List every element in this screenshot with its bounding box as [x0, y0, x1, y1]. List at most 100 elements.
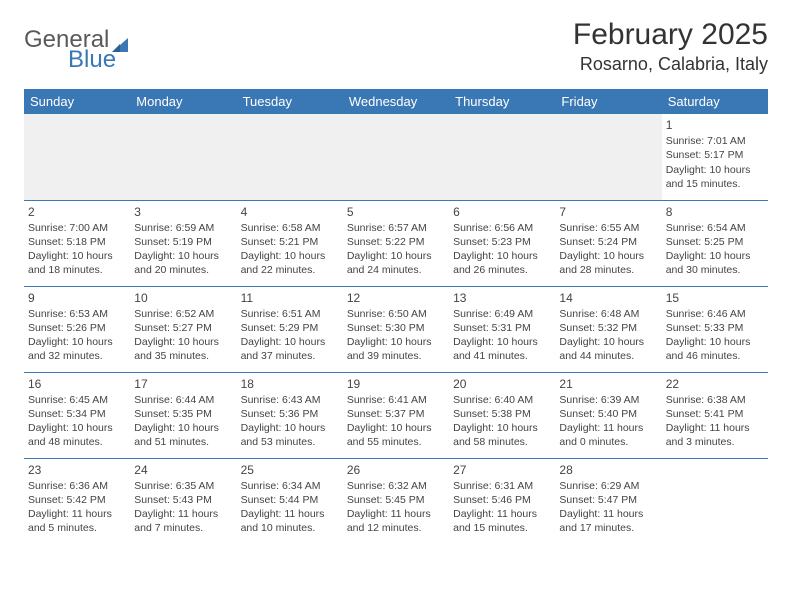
calendar-cell: 16Sunrise: 6:45 AMSunset: 5:34 PMDayligh…	[24, 372, 130, 458]
calendar-cell	[343, 114, 449, 200]
calendar-cell: 6Sunrise: 6:56 AMSunset: 5:23 PMDaylight…	[449, 200, 555, 286]
daylight-text: Daylight: 10 hours and 37 minutes.	[241, 335, 339, 363]
calendar-cell	[662, 458, 768, 544]
daylight-text: Daylight: 10 hours and 39 minutes.	[347, 335, 445, 363]
calendar-cell: 2Sunrise: 7:00 AMSunset: 5:18 PMDaylight…	[24, 200, 130, 286]
calendar-body: 1Sunrise: 7:01 AMSunset: 5:17 PMDaylight…	[24, 114, 768, 544]
calendar-cell	[237, 114, 343, 200]
sunrise-text: Sunrise: 6:44 AM	[134, 393, 232, 407]
sunset-text: Sunset: 5:25 PM	[666, 235, 764, 249]
day-number: 26	[347, 462, 445, 478]
sunrise-text: Sunrise: 6:29 AM	[559, 479, 657, 493]
sunset-text: Sunset: 5:21 PM	[241, 235, 339, 249]
daylight-text: Daylight: 10 hours and 46 minutes.	[666, 335, 764, 363]
calendar-cell: 18Sunrise: 6:43 AMSunset: 5:36 PMDayligh…	[237, 372, 343, 458]
sunset-text: Sunset: 5:37 PM	[347, 407, 445, 421]
calendar-cell: 1Sunrise: 7:01 AMSunset: 5:17 PMDaylight…	[662, 114, 768, 200]
sunrise-text: Sunrise: 6:56 AM	[453, 221, 551, 235]
sunrise-text: Sunrise: 6:49 AM	[453, 307, 551, 321]
calendar-cell: 9Sunrise: 6:53 AMSunset: 5:26 PMDaylight…	[24, 286, 130, 372]
sunrise-text: Sunrise: 7:00 AM	[28, 221, 126, 235]
daylight-text: Daylight: 10 hours and 48 minutes.	[28, 421, 126, 449]
day-number: 4	[241, 204, 339, 220]
day-number: 15	[666, 290, 764, 306]
day-number: 16	[28, 376, 126, 392]
calendar-week-row: 2Sunrise: 7:00 AMSunset: 5:18 PM Daylight…	[24, 200, 768, 286]
calendar-table: Sunday Monday Tuesday Wednesday Thursday…	[24, 89, 768, 544]
day-number: 19	[347, 376, 445, 392]
calendar-cell: 3Sunrise: 6:59 AMSunset: 5:19 PMDaylight…	[130, 200, 236, 286]
daylight-text: Daylight: 10 hours and 28 minutes.	[559, 249, 657, 277]
sunrise-text: Sunrise: 6:34 AM	[241, 479, 339, 493]
day-number: 8	[666, 204, 764, 220]
day-number: 22	[666, 376, 764, 392]
daylight-text: Daylight: 10 hours and 32 minutes.	[28, 335, 126, 363]
day-number: 14	[559, 290, 657, 306]
calendar-cell: 21Sunrise: 6:39 AMSunset: 5:40 PMDayligh…	[555, 372, 661, 458]
day-number: 13	[453, 290, 551, 306]
daylight-text: Daylight: 10 hours and 26 minutes.	[453, 249, 551, 277]
sunset-text: Sunset: 5:23 PM	[453, 235, 551, 249]
daylight-text: Daylight: 11 hours and 10 minutes.	[241, 507, 339, 535]
calendar-cell: 4Sunrise: 6:58 AMSunset: 5:21 PMDaylight…	[237, 200, 343, 286]
sunrise-text: Sunrise: 6:51 AM	[241, 307, 339, 321]
sunrise-text: Sunrise: 6:36 AM	[28, 479, 126, 493]
calendar-cell: 17Sunrise: 6:44 AMSunset: 5:35 PMDayligh…	[130, 372, 236, 458]
sunset-text: Sunset: 5:42 PM	[28, 493, 126, 507]
sunset-text: Sunset: 5:47 PM	[559, 493, 657, 507]
sunset-text: Sunset: 5:44 PM	[241, 493, 339, 507]
sunrise-text: Sunrise: 6:32 AM	[347, 479, 445, 493]
day-number: 6	[453, 204, 551, 220]
sunset-text: Sunset: 5:29 PM	[241, 321, 339, 335]
daylight-text: Daylight: 10 hours and 15 minutes.	[666, 163, 764, 191]
sunrise-text: Sunrise: 6:45 AM	[28, 393, 126, 407]
sunset-text: Sunset: 5:41 PM	[666, 407, 764, 421]
calendar-cell: 15Sunrise: 6:46 AMSunset: 5:33 PMDayligh…	[662, 286, 768, 372]
calendar-cell: 13Sunrise: 6:49 AMSunset: 5:31 PMDayligh…	[449, 286, 555, 372]
sunrise-text: Sunrise: 6:43 AM	[241, 393, 339, 407]
calendar-cell: 19Sunrise: 6:41 AMSunset: 5:37 PMDayligh…	[343, 372, 449, 458]
daylight-text: Daylight: 10 hours and 35 minutes.	[134, 335, 232, 363]
daylight-text: Daylight: 11 hours and 7 minutes.	[134, 507, 232, 535]
calendar-cell: 14Sunrise: 6:48 AMSunset: 5:32 PMDayligh…	[555, 286, 661, 372]
daylight-text: Daylight: 11 hours and 3 minutes.	[666, 421, 764, 449]
calendar-cell: 12Sunrise: 6:50 AMSunset: 5:30 PMDayligh…	[343, 286, 449, 372]
sunset-text: Sunset: 5:17 PM	[666, 148, 764, 162]
sunrise-text: Sunrise: 6:48 AM	[559, 307, 657, 321]
sunrise-text: Sunrise: 6:53 AM	[28, 307, 126, 321]
calendar-cell	[555, 114, 661, 200]
sunrise-text: Sunrise: 6:46 AM	[666, 307, 764, 321]
logo: GeneralBlue	[24, 18, 130, 74]
daylight-text: Daylight: 10 hours and 22 minutes.	[241, 249, 339, 277]
sunset-text: Sunset: 5:19 PM	[134, 235, 232, 249]
daylight-text: Daylight: 10 hours and 20 minutes.	[134, 249, 232, 277]
calendar-week-row: 9Sunrise: 6:53 AMSunset: 5:26 PMDaylight…	[24, 286, 768, 372]
day-number: 18	[241, 376, 339, 392]
sunset-text: Sunset: 5:32 PM	[559, 321, 657, 335]
day-number: 21	[559, 376, 657, 392]
calendar-cell	[130, 114, 236, 200]
day-number: 2	[28, 204, 126, 220]
day-number: 20	[453, 376, 551, 392]
sunrise-text: Sunrise: 6:58 AM	[241, 221, 339, 235]
sunrise-text: Sunrise: 6:54 AM	[666, 221, 764, 235]
daylight-text: Daylight: 10 hours and 51 minutes.	[134, 421, 232, 449]
sunset-text: Sunset: 5:33 PM	[666, 321, 764, 335]
daylight-text: Daylight: 11 hours and 12 minutes.	[347, 507, 445, 535]
calendar-week-row: 23Sunrise: 6:36 AMSunset: 5:42 PMDayligh…	[24, 458, 768, 544]
sunset-text: Sunset: 5:24 PM	[559, 235, 657, 249]
sunset-text: Sunset: 5:31 PM	[453, 321, 551, 335]
page-header: GeneralBlue February 2025 Rosarno, Calab…	[24, 18, 768, 75]
sunrise-text: Sunrise: 7:01 AM	[666, 134, 764, 148]
sunset-text: Sunset: 5:22 PM	[347, 235, 445, 249]
daylight-text: Daylight: 10 hours and 58 minutes.	[453, 421, 551, 449]
day-header: Sunday	[24, 89, 130, 114]
sunset-text: Sunset: 5:34 PM	[28, 407, 126, 421]
sunrise-text: Sunrise: 6:52 AM	[134, 307, 232, 321]
calendar-cell: 5Sunrise: 6:57 AMSunset: 5:22 PMDaylight…	[343, 200, 449, 286]
calendar-cell: 28Sunrise: 6:29 AMSunset: 5:47 PMDayligh…	[555, 458, 661, 544]
sunrise-text: Sunrise: 6:40 AM	[453, 393, 551, 407]
day-number: 27	[453, 462, 551, 478]
daylight-text: Daylight: 10 hours and 41 minutes.	[453, 335, 551, 363]
sunset-text: Sunset: 5:18 PM	[28, 235, 126, 249]
